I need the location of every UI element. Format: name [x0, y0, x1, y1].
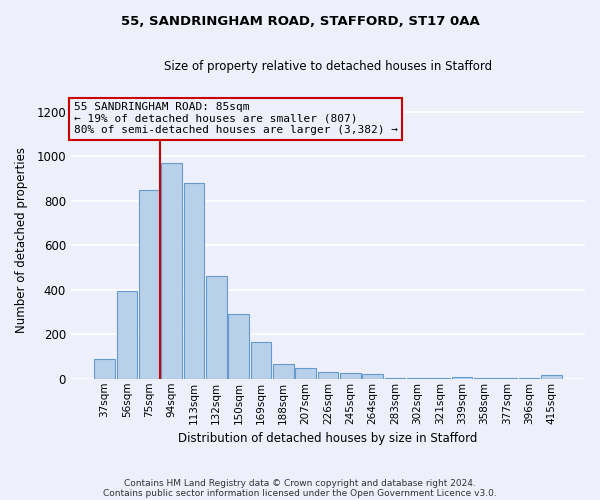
Bar: [273, 364, 293, 379]
Bar: [362, 374, 383, 379]
Text: Contains public sector information licensed under the Open Government Licence v3: Contains public sector information licen…: [103, 488, 497, 498]
Bar: [206, 276, 227, 379]
Bar: [184, 184, 204, 379]
Bar: [161, 164, 182, 379]
Bar: [452, 376, 472, 379]
Bar: [317, 372, 338, 379]
Bar: [407, 378, 428, 379]
Bar: [385, 378, 405, 379]
Text: 55 SANDRINGHAM ROAD: 85sqm
← 19% of detached houses are smaller (807)
80% of sem: 55 SANDRINGHAM ROAD: 85sqm ← 19% of deta…: [74, 102, 398, 135]
Title: Size of property relative to detached houses in Stafford: Size of property relative to detached ho…: [164, 60, 492, 73]
X-axis label: Distribution of detached houses by size in Stafford: Distribution of detached houses by size …: [178, 432, 478, 445]
Y-axis label: Number of detached properties: Number of detached properties: [15, 146, 28, 332]
Bar: [139, 190, 160, 379]
Bar: [94, 358, 115, 379]
Text: 55, SANDRINGHAM ROAD, STAFFORD, ST17 0AA: 55, SANDRINGHAM ROAD, STAFFORD, ST17 0AA: [121, 15, 479, 28]
Bar: [116, 291, 137, 379]
Bar: [251, 342, 271, 379]
Bar: [541, 376, 562, 379]
Bar: [295, 368, 316, 379]
Bar: [340, 373, 361, 379]
Bar: [229, 314, 249, 379]
Text: Contains HM Land Registry data © Crown copyright and database right 2024.: Contains HM Land Registry data © Crown c…: [124, 478, 476, 488]
